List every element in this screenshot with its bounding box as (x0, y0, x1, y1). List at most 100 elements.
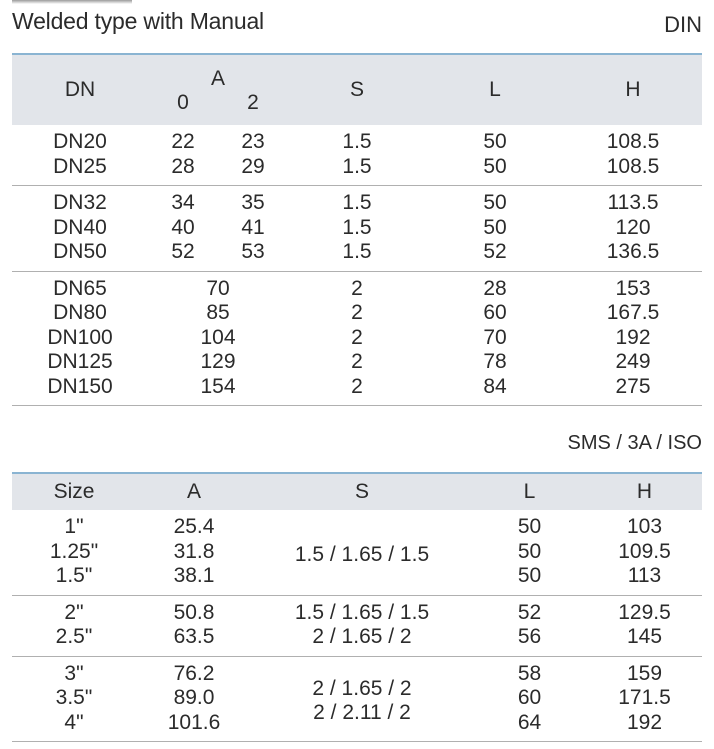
h-cell: 153 (564, 270, 703, 301)
s-cell: 1.5 (342, 215, 372, 239)
table-row: DN50 52 53 1.5 52 136.5 (12, 240, 702, 271)
l-cell: 50 (483, 215, 507, 239)
dn-cell: DN50 (53, 240, 107, 263)
h-cell: 113.5 (564, 185, 703, 216)
a-cell: 76.2 (136, 655, 252, 686)
table-row: DN125 129 2 78 249 (12, 350, 702, 375)
s-cell: 2 (351, 374, 363, 398)
l-cell: 28 (426, 270, 565, 301)
s-cell: 2 (351, 301, 363, 324)
size-cell: 2" (12, 594, 136, 625)
din-standard-label: DIN (664, 12, 702, 37)
l-cell: 50 (517, 539, 542, 563)
s-cell: 1.5 / 1.65 / 1.5 (294, 542, 430, 566)
h-cell: 275 (615, 374, 651, 398)
size-cell: 1" (64, 515, 84, 538)
dn-cell: DN80 (53, 301, 107, 324)
s-cell: 2 (351, 350, 363, 373)
s-cell: 1.5 (288, 185, 427, 216)
s-value: 2 / 1.65 / 2 (312, 676, 412, 700)
l-cell: 78 (483, 350, 507, 373)
table-row: 1" 25.4 1.5 / 1.65 / 1.5 50 103 (12, 510, 702, 566)
h-cell: 171.5 (618, 686, 671, 709)
a-cell: 154 (200, 374, 236, 398)
l-cell: 52 (483, 240, 507, 263)
din-dimension-table: DN A S L H 0 2 DN20 22 23 1.5 50 108.5 D… (12, 53, 703, 406)
dn-cell: DN40 (53, 215, 107, 239)
table-row: 2" 50.8 1.5 / 1.65 / 1.5 52 129.5 (12, 594, 702, 625)
l-cell: 56 (517, 625, 542, 648)
s-cell-group: 2 / 1.65 / 2 2 / 2.11 / 2 (252, 655, 472, 742)
l-cell: 52 (472, 594, 587, 625)
l-cell: 70 (483, 325, 507, 349)
a2-cell: 35 (218, 185, 289, 216)
header-h: H (564, 54, 703, 125)
l-cell: 50 (517, 564, 542, 587)
header-h: H (587, 473, 702, 510)
a-cell: 25.4 (173, 515, 215, 538)
l-cell: 58 (472, 655, 587, 686)
a0-cell: 52 (171, 240, 195, 263)
h-cell: 192 (626, 710, 663, 734)
page-title: Welded type with Manual (12, 8, 264, 34)
a2-cell: 23 (241, 130, 265, 153)
dn-cell: DN100 (47, 325, 113, 349)
h-cell: 113 (627, 564, 662, 587)
header-size: Size (12, 473, 136, 510)
table-row: DN25 28 29 1.5 50 108.5 (12, 155, 702, 186)
header-l: L (426, 54, 565, 125)
l-cell: 50 (426, 185, 565, 216)
header-a-sub-0: 0 (148, 91, 218, 125)
size-cell: 4" (64, 710, 84, 734)
a-cell: 89.0 (173, 686, 215, 709)
l-cell: 64 (517, 710, 542, 734)
sms-standard-label: SMS / 3A / ISO (567, 432, 703, 454)
size-cell: 3" (12, 655, 136, 686)
header-dn: DN (12, 54, 148, 125)
table-row: DN150 154 2 84 275 (12, 375, 702, 406)
header-l: L (472, 473, 587, 510)
dn-cell: DN25 (53, 154, 107, 178)
h-cell: 108.5 (606, 130, 660, 153)
header-s: S (252, 473, 472, 510)
a-cell: 101.6 (167, 710, 221, 734)
h-cell: 192 (615, 325, 651, 349)
a0-cell: 22 (171, 130, 195, 153)
a-cell: 50.8 (136, 594, 252, 625)
dn-cell: DN65 (12, 270, 148, 301)
l-cell: 50 (483, 154, 507, 178)
l-cell: 60 (483, 301, 507, 324)
h-cell: 136.5 (606, 240, 660, 263)
sms-dimension-table: Size A S L H 1" 25.4 1.5 / 1.65 / 1.5 50… (12, 472, 702, 742)
dn-cell: DN32 (12, 185, 148, 216)
l-cell: 50 (517, 515, 542, 538)
table-row: 1.25" 31.8 50 109.5 (12, 540, 702, 565)
a-cell: 38.1 (173, 564, 215, 587)
s-value: 2 / 2.11 / 2 (313, 701, 411, 725)
table-row: 1.5" 38.1 50 113 (12, 564, 702, 595)
size-cell: 1.5" (55, 564, 93, 587)
l-cell: 84 (483, 374, 507, 398)
a-cell: 104 (200, 325, 236, 349)
h-cell: 145 (626, 625, 663, 648)
table-row: 2.5" 63.5 2 / 1.65 / 2 56 145 (12, 625, 702, 656)
h-cell: 159 (587, 655, 702, 686)
a2-cell: 29 (241, 154, 265, 178)
s-cell: 1.5 (342, 240, 372, 263)
header-a-sub-2: 2 (218, 91, 289, 125)
dn-cell: DN150 (47, 374, 113, 398)
s-cell: 1.5 (342, 154, 372, 178)
a-cell: 70 (148, 270, 289, 301)
table-row: DN65 70 2 28 153 (12, 270, 703, 301)
table-row: DN40 40 41 1.5 50 120 (12, 216, 702, 241)
l-cell: 50 (483, 130, 507, 153)
table-row: 3" 76.2 2 / 1.65 / 2 2 / 2.11 / 2 58 159 (12, 655, 702, 742)
a-cell: 63.5 (173, 625, 215, 648)
a2-cell: 53 (241, 240, 265, 263)
size-cell: 1.25" (49, 539, 99, 563)
s-cell: 2 / 1.65 / 2 (312, 625, 412, 648)
s-cell: 2 (351, 325, 363, 349)
header-a: A (136, 473, 252, 510)
s-cell: 1.5 / 1.65 / 1.5 (252, 594, 472, 625)
table-row: DN32 34 35 1.5 50 113.5 (12, 185, 703, 216)
